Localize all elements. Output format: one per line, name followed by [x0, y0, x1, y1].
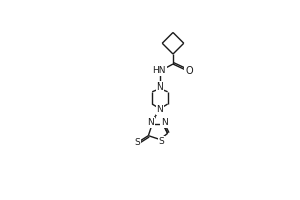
Text: S: S	[134, 138, 140, 147]
Text: N: N	[161, 118, 168, 127]
Text: N: N	[157, 82, 163, 91]
Text: N: N	[157, 105, 163, 114]
Text: N: N	[147, 118, 154, 127]
Text: HN: HN	[152, 66, 166, 75]
Text: O: O	[185, 66, 193, 76]
Text: N: N	[157, 83, 163, 92]
Text: S: S	[159, 137, 164, 146]
